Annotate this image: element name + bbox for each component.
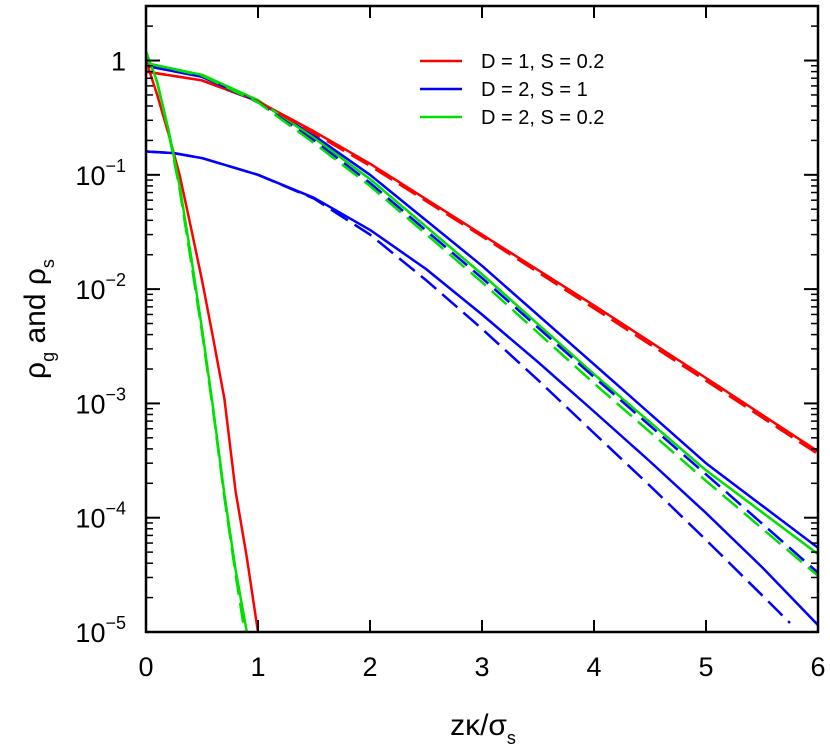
x-axis-title: zκ/σs — [450, 709, 516, 748]
series-line-2 — [146, 61, 818, 556]
legend-label: D = 2, S = 1 — [481, 79, 588, 101]
x-tick-label: 2 — [362, 652, 377, 682]
y-axis-title: ρg and ρs — [19, 259, 58, 379]
legend-label: D = 1, S = 0.2 — [481, 51, 604, 73]
series-line-5 — [146, 61, 818, 577]
y-tick-base: 10 — [75, 161, 105, 191]
curves-layer — [146, 51, 818, 632]
y-ticks: 110−110−210−310−410−5 — [75, 5, 818, 648]
series-line-1 — [146, 64, 818, 549]
y-tick-exponent: −5 — [105, 613, 126, 633]
y-tick-exponent: −2 — [105, 270, 126, 290]
y-tick-base: 10 — [75, 275, 105, 305]
y-tick-label: 10−3 — [75, 384, 126, 419]
y-tick-exponent: −3 — [105, 384, 126, 404]
series-line-4 — [146, 64, 818, 574]
series-line-10 — [146, 51, 246, 632]
series-line-7 — [146, 150, 791, 624]
y-tick-label: 10−1 — [75, 156, 126, 191]
series-line-0 — [146, 70, 818, 453]
series-line-8 — [146, 60, 260, 632]
series-line-3 — [146, 70, 818, 456]
y-tick-base: 10 — [75, 389, 105, 419]
y-tick-label: 1 — [111, 47, 126, 77]
y-tick-label: 10−2 — [75, 270, 126, 305]
x-tick-label: 0 — [138, 652, 153, 682]
legend: D = 1, S = 0.2 D = 2, S = 1 D = 2, S = 0.2 — [420, 51, 604, 129]
series-line-9 — [146, 51, 249, 632]
legend-label: D = 2, S = 0.2 — [481, 107, 604, 129]
y-tick-label: 10−5 — [75, 613, 126, 648]
x-tick-label: 4 — [586, 652, 601, 682]
x-tick-label: 1 — [250, 652, 265, 682]
y-tick-exponent: −4 — [105, 499, 126, 519]
y-tick-base: 10 — [75, 504, 105, 534]
y-tick-base: 10 — [75, 618, 105, 648]
x-ticks: 0 1 2 3 4 5 6 — [138, 6, 826, 682]
x-tick-label: 3 — [474, 652, 489, 682]
x-tick-label: 5 — [698, 652, 713, 682]
y-tick-base: 1 — [111, 47, 126, 77]
y-tick-exponent: −1 — [105, 156, 126, 176]
y-tick-label: 10−4 — [75, 499, 126, 534]
x-tick-label: 6 — [810, 652, 825, 682]
